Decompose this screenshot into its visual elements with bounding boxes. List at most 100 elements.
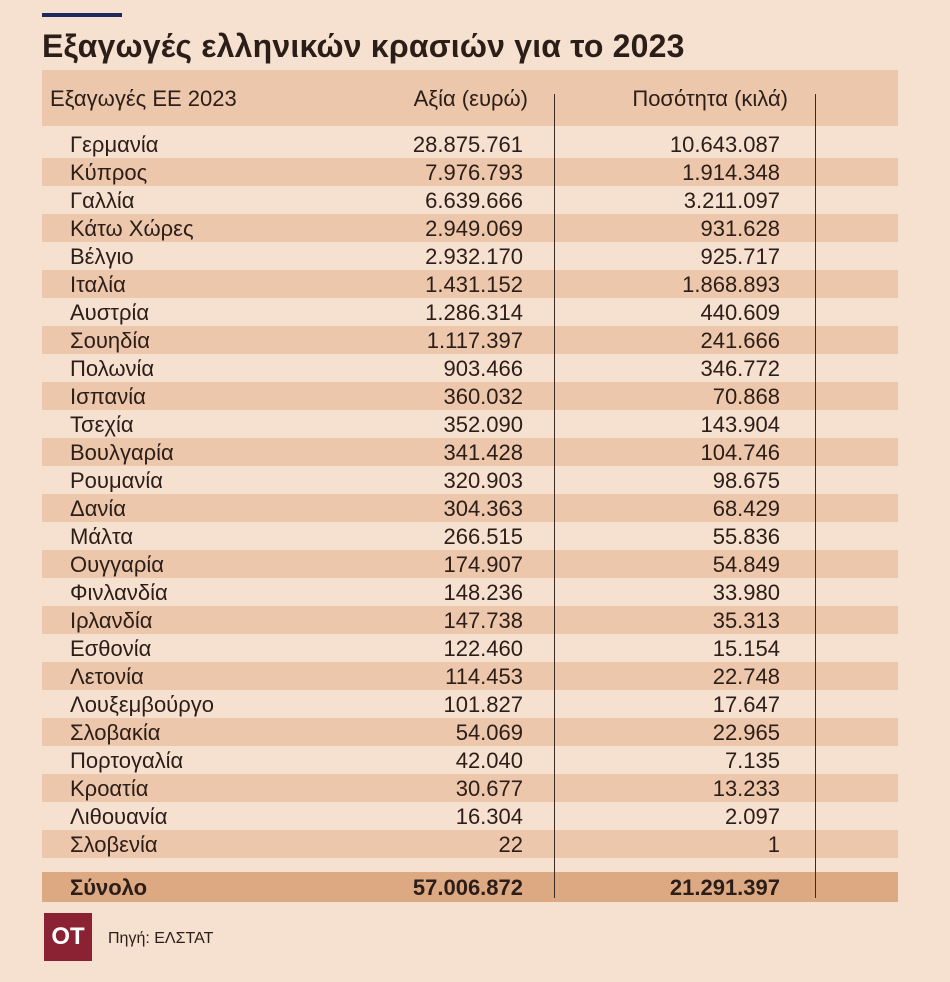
cell-country: Βουλγαρία — [70, 440, 174, 465]
table-row: Δανία 304.363 68.429 — [42, 494, 898, 522]
cell-quantity: 68.429 — [712, 496, 780, 521]
cell-quantity: 925.717 — [700, 244, 780, 269]
cell-value: 352.090 — [443, 412, 523, 437]
cell-quantity: 98.675 — [712, 468, 780, 493]
table-row: Λιθουανία 16.304 2.097 — [42, 802, 898, 830]
cell-quantity: 1 — [767, 832, 780, 857]
table-row: Εσθονία 122.460 15.154 — [42, 634, 898, 662]
cell-country: Κάτω Χώρες — [70, 216, 194, 241]
cell-value: 1.286.314 — [425, 300, 523, 325]
cell-value: 174.907 — [443, 552, 523, 577]
cell-quantity: 35.313 — [712, 608, 780, 633]
cell-value: 2.949.069 — [425, 216, 523, 241]
brand-logo: OT — [44, 913, 92, 961]
cell-country: Πορτογαλία — [70, 748, 184, 773]
cell-country: Γαλλία — [70, 188, 135, 213]
cell-value: 1.431.152 — [425, 272, 523, 297]
table-row: Βέλγιο 2.932.170 925.717 — [42, 242, 898, 270]
table-row: Λουξεμβούργο 101.827 17.647 — [42, 690, 898, 718]
table-row: Σλοβενία 22 1 — [42, 830, 898, 858]
table-row: Ιταλία 1.431.152 1.868.893 — [42, 270, 898, 298]
cell-value: 22 — [498, 832, 523, 857]
cell-country: Ρουμανία — [70, 468, 163, 493]
cell-country: Κύπρος — [70, 160, 148, 185]
source-note: Πηγή: ΕΛΣΤΑΤ — [108, 930, 214, 947]
total-quantity: 21.291.397 — [669, 875, 780, 900]
cell-value: 360.032 — [443, 384, 523, 409]
cell-country: Δανία — [70, 496, 127, 521]
cell-quantity: 55.836 — [712, 524, 780, 549]
table-row: Φινλανδία 148.236 33.980 — [42, 578, 898, 606]
column-divider-1 — [554, 94, 555, 898]
cell-country: Ισπανία — [70, 384, 146, 409]
cell-quantity: 104.746 — [700, 440, 780, 465]
cell-quantity: 143.904 — [700, 412, 780, 437]
cell-country: Ιρλανδία — [70, 608, 153, 633]
cell-value: 320.903 — [443, 468, 523, 493]
table-row: Τσεχία 352.090 143.904 — [42, 410, 898, 438]
cell-value: 42.040 — [455, 748, 523, 773]
total-row: Σύνολο 57.006.872 21.291.397 — [42, 872, 898, 902]
cell-quantity: 7.135 — [724, 748, 780, 773]
cell-country: Φινλανδία — [70, 580, 168, 605]
cell-quantity: 22.748 — [712, 664, 780, 689]
table-row: Πολωνία 903.466 346.772 — [42, 354, 898, 382]
cell-value: 122.460 — [443, 636, 523, 661]
cell-value: 903.466 — [443, 356, 523, 381]
cell-country: Λουξεμβούργο — [70, 692, 214, 717]
cell-value: 30.677 — [455, 776, 523, 801]
cell-country: Μάλτα — [70, 524, 134, 549]
cell-value: 28.875.761 — [412, 132, 523, 157]
cell-country: Εσθονία — [70, 636, 152, 661]
page-title: Εξαγωγές ελληνικών κρασιών για το 2023 — [42, 28, 685, 64]
cell-value: 1.117.397 — [426, 328, 523, 353]
cell-quantity: 931.628 — [700, 216, 780, 241]
table-row: Σλοβακία 54.069 22.965 — [42, 718, 898, 746]
cell-value: 7.976.793 — [425, 160, 523, 185]
cell-country: Ουγγαρία — [70, 552, 164, 577]
cell-country: Αυστρία — [70, 300, 150, 325]
title-accent-rule — [42, 13, 122, 17]
table-row: Πορτογαλία 42.040 7.135 — [42, 746, 898, 774]
cell-country: Κροατία — [70, 776, 149, 801]
cell-country: Λιθουανία — [70, 804, 168, 829]
table-row: Λετονία 114.453 22.748 — [42, 662, 898, 690]
exports-table: Εξαγωγές ΕΕ 2023 Αξία (ευρώ) Ποσότητα (κ… — [42, 70, 898, 902]
table-row: Γερμανία 28.875.761 10.643.087 — [42, 130, 898, 158]
cell-quantity: 2.097 — [724, 804, 780, 829]
table-row: Ουγγαρία 174.907 54.849 — [42, 550, 898, 578]
table-row: Μάλτα 266.515 55.836 — [42, 522, 898, 550]
table-row: Σουηδία 1.117.397 241.666 — [42, 326, 898, 354]
cell-quantity: 22.965 — [712, 720, 780, 745]
cell-quantity: 70.868 — [712, 384, 780, 409]
cell-value: 54.069 — [455, 720, 523, 745]
cell-value: 114.453 — [445, 664, 523, 689]
cell-quantity: 1.914.348 — [682, 160, 780, 185]
header-value: Αξία (ευρώ) — [413, 86, 528, 111]
cell-quantity: 15.154 — [712, 636, 780, 661]
cell-quantity: 54.849 — [712, 552, 780, 577]
cell-country: Ιταλία — [70, 272, 126, 297]
column-divider-2 — [815, 94, 816, 898]
table-row: Ιρλανδία 147.738 35.313 — [42, 606, 898, 634]
cell-country: Βέλγιο — [70, 244, 134, 269]
cell-value: 147.738 — [443, 608, 523, 633]
table-row: Ισπανία 360.032 70.868 — [42, 382, 898, 410]
cell-country: Γερμανία — [70, 132, 159, 157]
cell-quantity: 1.868.893 — [682, 272, 780, 297]
table-body: Γερμανία 28.875.761 10.643.087 Κύπρος 7.976.… — [42, 130, 898, 858]
cell-quantity: 13.233 — [712, 776, 780, 801]
cell-value: 2.932.170 — [425, 244, 523, 269]
table-header: Εξαγωγές ΕΕ 2023 Αξία (ευρώ) Ποσότητα (κ… — [42, 70, 898, 126]
header-country: Εξαγωγές ΕΕ 2023 — [50, 86, 237, 111]
cell-value: 304.363 — [443, 496, 523, 521]
table-row: Γαλλία 6.639.666 3.211.097 — [42, 186, 898, 214]
table-row: Κύπρος 7.976.793 1.914.348 — [42, 158, 898, 186]
header-quantity: Ποσότητα (κιλά) — [632, 86, 788, 111]
total-value: 57.006.872 — [412, 875, 523, 900]
cell-quantity: 33.980 — [712, 580, 780, 605]
table-row: Αυστρία 1.286.314 440.609 — [42, 298, 898, 326]
cell-value: 341.428 — [443, 440, 523, 465]
cell-country: Λετονία — [70, 664, 144, 689]
cell-value: 6.639.666 — [425, 188, 523, 213]
